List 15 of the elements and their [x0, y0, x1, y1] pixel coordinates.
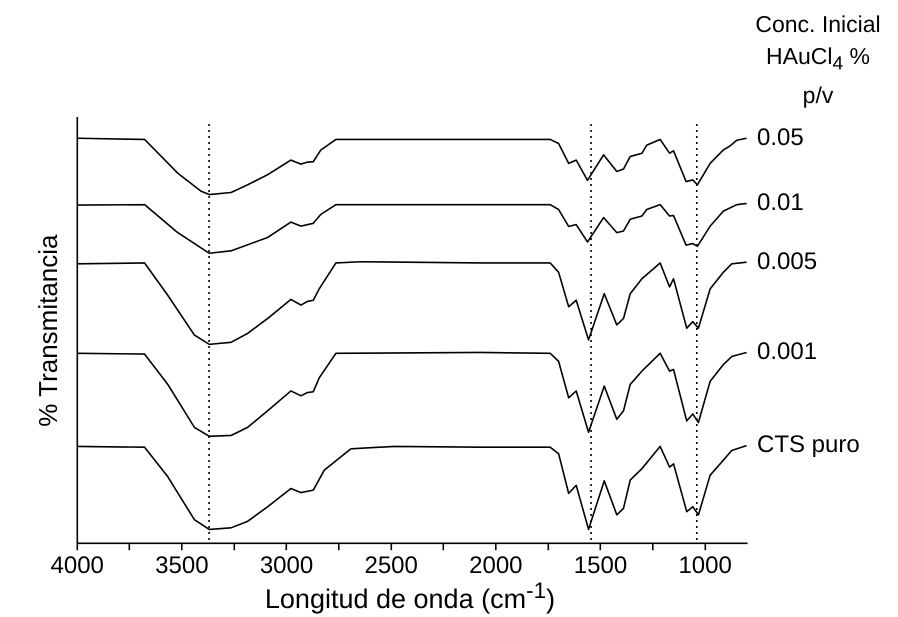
series-label: CTS puro	[757, 431, 860, 458]
x-tick-label: 2000	[469, 552, 523, 580]
legend-title: Conc. Inicial HAuCl$_{4}$ % p/v	[754, 10, 882, 110]
x-axis-title: Longitud de onda (cm$^{-1}$)	[264, 578, 556, 614]
x-tick-label: 4000	[50, 552, 104, 580]
x-tick-label: 3500	[155, 552, 209, 580]
x-tick-label: 2500	[364, 552, 418, 580]
x-tick-label: 1500	[574, 552, 628, 580]
series-label: 0.05	[757, 124, 804, 151]
series-label: 0.001	[757, 338, 818, 366]
x-tick-label: 1000	[678, 552, 732, 580]
series-label: 0.01	[757, 189, 804, 216]
x-tick-label: 3000	[260, 552, 314, 580]
series-label: 0.005	[757, 248, 818, 275]
y-axis-title: % Transmitancia	[32, 234, 63, 427]
